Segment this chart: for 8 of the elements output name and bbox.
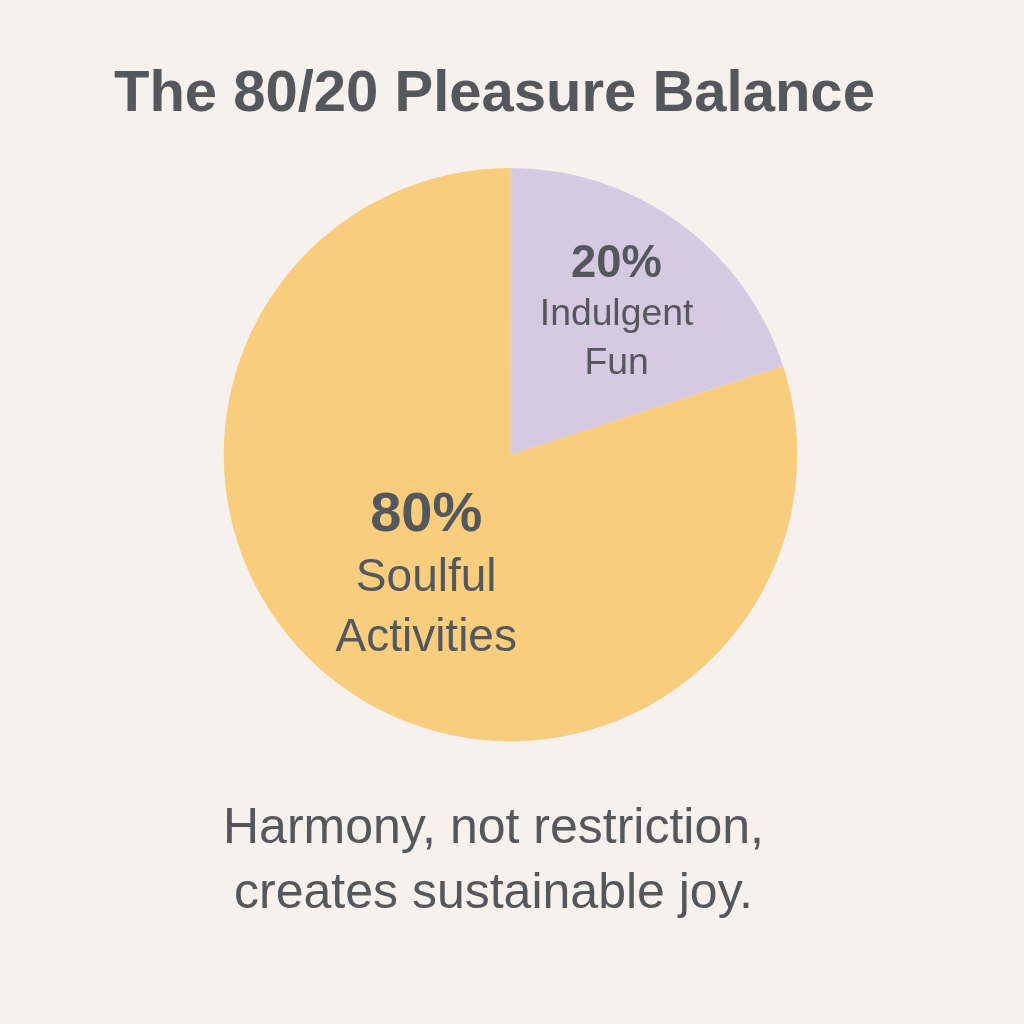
text: Harmony, not restriction, creates sustainable joy. xyxy=(223,798,764,919)
pie-slice xyxy=(510,167,784,455)
chart-title: The 80/20 Pleasure Balance xyxy=(114,58,875,123)
slice-label: Soulful Activities xyxy=(335,549,517,661)
slice-label: Indulgent Fun xyxy=(539,291,694,382)
data-label: 20% xyxy=(571,235,662,287)
data-label: 80% xyxy=(370,480,483,544)
pie-slice xyxy=(223,167,797,742)
